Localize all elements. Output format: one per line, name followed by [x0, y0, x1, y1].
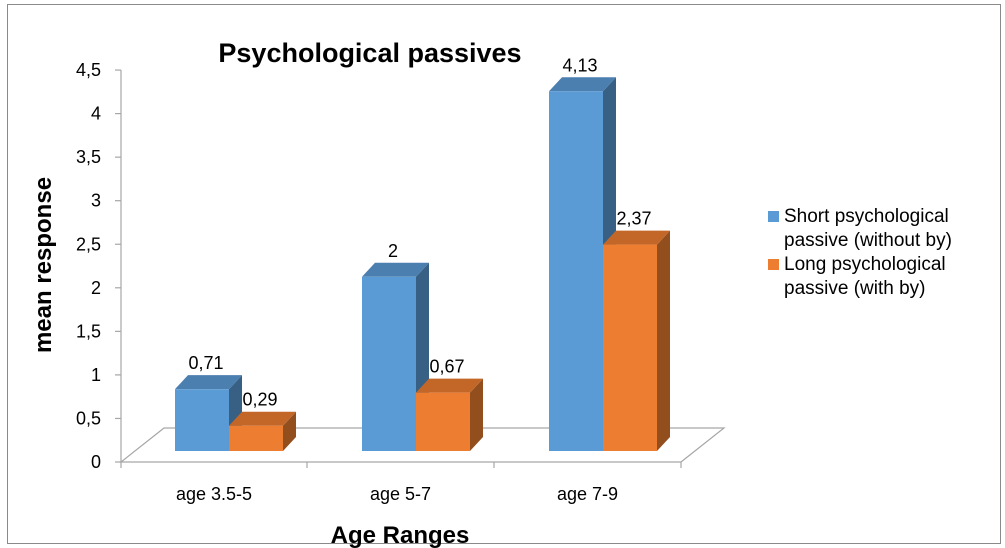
- legend: Short psychological passive (without by) L…: [768, 206, 952, 299]
- chart-frame: [7, 4, 1001, 544]
- bar-top: [229, 411, 296, 426]
- bar-front: [603, 244, 657, 451]
- x-tick-label: age 3.5-5: [176, 484, 252, 504]
- bar-side: [657, 230, 670, 451]
- y-tick-label: 2,5: [76, 234, 101, 254]
- legend-item: Short psychological passive (without by): [768, 206, 952, 251]
- legend-label: Long psychological: [784, 254, 946, 275]
- bar-top: [549, 77, 616, 92]
- bar-front: [549, 91, 603, 451]
- x-tick-label: age 5-7: [370, 484, 431, 504]
- data-label: 0,29: [242, 390, 277, 410]
- y-axis-title: mean response: [30, 177, 57, 353]
- chart-title: Psychological passives: [218, 38, 521, 68]
- y-tick-label: 0: [91, 452, 101, 472]
- bar-side: [470, 378, 483, 451]
- bar-top: [362, 262, 429, 277]
- legend-swatch: [768, 259, 779, 270]
- y-tick-label: 2: [91, 278, 101, 298]
- legend-item: Long psychological passive (with by): [768, 254, 946, 299]
- bar-top: [603, 230, 670, 245]
- x-axis-title: Age Ranges: [331, 522, 470, 548]
- bar-front: [229, 425, 283, 451]
- legend-label: Short psychological: [784, 206, 949, 227]
- y-tick-label: 1,5: [76, 321, 101, 341]
- chart-bars: [175, 77, 670, 451]
- bar: [603, 230, 670, 451]
- y-tick-label: 1: [91, 365, 101, 385]
- x-tick-label: age 7-9: [557, 484, 618, 504]
- data-label: 2: [388, 241, 398, 261]
- y-tick-label: 0,5: [76, 408, 101, 428]
- bar: [362, 262, 429, 451]
- chart-axes: 0 0,5 1 1,5 2 2,5 3 3,5 4 4,5 age 3.5-5 age 5-7 age …: [76, 60, 682, 504]
- bar: [416, 378, 483, 451]
- y-tick-label: 3,5: [76, 147, 101, 167]
- data-label: 2,37: [616, 209, 651, 229]
- bar-top: [416, 378, 483, 393]
- data-label: 4,13: [562, 55, 597, 75]
- bar-front: [175, 389, 229, 451]
- bar-top: [175, 375, 242, 390]
- y-tick-label: 4,5: [76, 60, 101, 80]
- bar-front: [416, 392, 470, 451]
- legend-label: passive (without by): [784, 230, 952, 251]
- bar: [229, 411, 296, 451]
- chart-labels: 0,71 0,29 2 0,67 4,13 2,37: [188, 55, 651, 409]
- bar-side: [283, 411, 296, 451]
- y-tick-label: 4: [91, 104, 101, 124]
- bar-front: [362, 276, 416, 451]
- legend-label: passive (with by): [784, 278, 926, 299]
- y-tick-label: 3: [91, 191, 101, 211]
- data-label: 0,67: [429, 357, 464, 377]
- legend-swatch: [768, 211, 779, 222]
- data-label: 0,71: [188, 353, 223, 373]
